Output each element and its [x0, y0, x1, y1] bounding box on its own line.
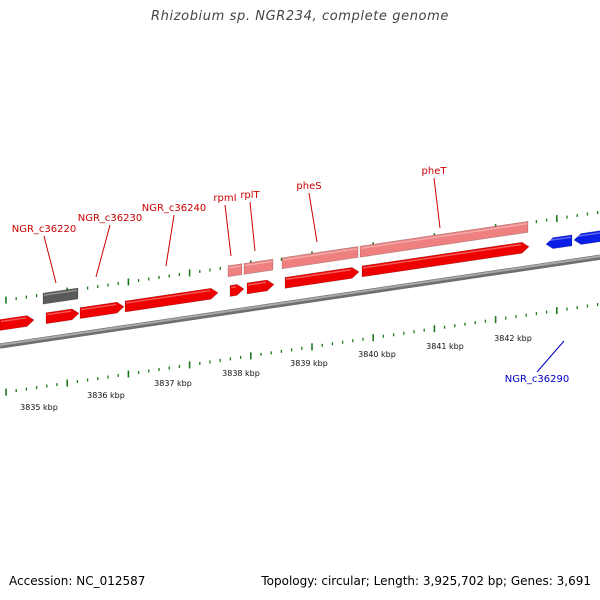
gene-features — [0, 221, 600, 331]
gene-NGR_c36220 — [45, 308, 80, 325]
gene-label-pheS: pheS — [296, 181, 321, 192]
gene-pheT-rna — [359, 221, 529, 258]
gene-rplT — [246, 279, 275, 295]
gene-NGR_c36300 — [573, 230, 600, 245]
gene-rplT-rna-shine — [244, 260, 273, 267]
gene-rpmI-shine — [230, 286, 237, 289]
lower-tick-track — [5, 303, 599, 396]
backbone-highlight — [0, 255, 600, 346]
genome-backbone — [0, 254, 600, 349]
gene-rpmI — [229, 284, 245, 297]
accession-label: Accession: NC_012587 — [9, 574, 146, 588]
gene-pheT-shine — [362, 243, 522, 269]
gene-rplT-shine — [247, 281, 267, 286]
position-label: 3842 kbp — [494, 334, 532, 343]
gene-label-NGR_c36290: NGR_c36290 — [505, 374, 570, 385]
gene-label-NGR_c36240: NGR_c36240 — [142, 203, 207, 214]
gene-pheT — [361, 241, 530, 278]
position-label: 3840 kbp — [358, 350, 396, 359]
leader-rpmI — [224, 204, 232, 257]
leader-NGR_c36240 — [165, 214, 175, 267]
gene-pheS-rna-shine — [282, 248, 358, 261]
position-label: 3839 kbp — [290, 359, 328, 368]
leader-pheS — [308, 192, 318, 243]
topology-label: Topology: circular; Length: 3,925,702 bp… — [261, 574, 591, 588]
leader-rplT — [249, 201, 256, 252]
position-label: 3836 kbp — [87, 391, 125, 400]
gene-NGR_c36290 — [545, 234, 573, 249]
gene-NGR_c36230 — [79, 301, 125, 320]
gene-label-rplT: rplT — [240, 190, 260, 201]
genome-title: Rhizobium sp. NGR234, complete genome — [151, 9, 449, 24]
gene-rplT-rna — [243, 258, 274, 275]
gene-NGR_c36210-shine — [0, 317, 27, 323]
gene-pheS — [284, 267, 360, 289]
gene-rpmI-rna — [227, 263, 243, 278]
gene-label-NGR_c36230: NGR_c36230 — [78, 213, 143, 224]
gene-pheS-shine — [285, 269, 352, 281]
label-leaders — [43, 177, 565, 373]
gene-rpmI-rna-shine — [228, 265, 242, 269]
leader-NGR_c36230 — [95, 224, 111, 278]
leader-NGR_c36220 — [43, 235, 57, 284]
gene-label-rpmI: rpmI — [213, 193, 236, 204]
gene-NGR_c36220-shine — [46, 310, 72, 316]
leader-NGR_c36290 — [536, 340, 565, 373]
gene-label-NGR_c36220: NGR_c36220 — [12, 224, 77, 235]
gene-pseudo-NGR_c36225-shine — [43, 289, 78, 296]
position-label: 3838 kbp — [222, 369, 260, 378]
position-label: 3837 kbp — [154, 379, 192, 388]
position-label: 3835 kbp — [20, 403, 58, 412]
gene-NGR_c36240 — [124, 287, 219, 313]
gene-pheS-rna — [281, 246, 359, 270]
gene-NGR_c36300-shine — [574, 232, 600, 238]
position-label: 3841 kbp — [426, 342, 464, 351]
gene-NGR_c36210 — [0, 315, 35, 331]
position-labels: 3835 kbp 3836 kbp 3837 kbp 3838 kbp 3839 kbp… — [20, 334, 532, 412]
gene-label-pheT: pheT — [422, 166, 448, 177]
gene-NGR_c36230-shine — [80, 303, 117, 311]
gene-pseudo-NGR_c36225 — [42, 287, 79, 305]
leader-pheT — [433, 177, 441, 229]
gene-pheT-rna-shine — [360, 223, 528, 249]
gene-NGR_c36290-shine — [546, 236, 572, 242]
gene-NGR_c36240-shine — [125, 289, 211, 304]
